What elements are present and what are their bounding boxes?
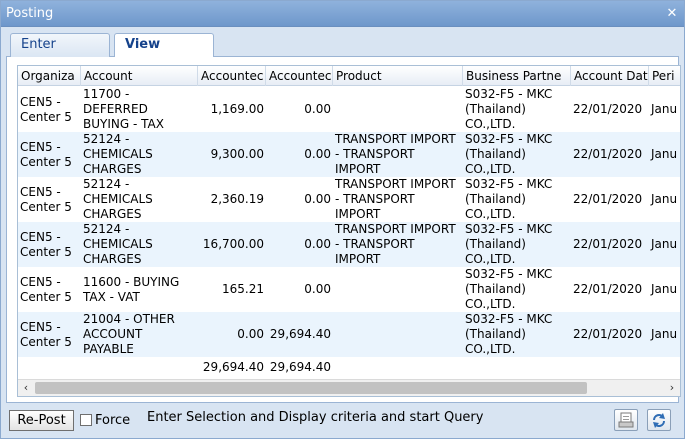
cell-period: Janu xyxy=(651,327,678,341)
cell-period: Janu xyxy=(651,192,678,206)
force-checkbox[interactable] xyxy=(80,414,92,426)
cell-period: Janu xyxy=(651,282,678,296)
column-header-account[interactable]: Account xyxy=(81,66,198,86)
close-icon[interactable]: ✕ xyxy=(666,6,678,21)
table-row[interactable]: CEN5 - Center 5 11600 - BUYING TAX - VAT… xyxy=(18,267,680,312)
column-header-product[interactable]: Product xyxy=(333,66,463,86)
cell-organization: CEN5 - Center 5 xyxy=(20,94,72,124)
cell-accounted-cr: 0.00 xyxy=(304,102,331,116)
cell-accounted-cr: 0.00 xyxy=(304,192,331,206)
repost-button[interactable]: Re-Post xyxy=(9,410,74,431)
cell-organization: CEN5 - Center 5 xyxy=(20,184,72,214)
column-header-period[interactable]: Peri xyxy=(649,66,680,86)
cell-account-date: 22/01/2020 xyxy=(573,327,643,341)
total-accounted-dr: 29,694.40 xyxy=(202,360,264,374)
cell-business-partner: S032-F5 - MKC (Thailand) CO.,LTD. xyxy=(465,267,553,311)
cell-period: Janu xyxy=(651,147,678,161)
total-accounted-cr: 29,694.40 xyxy=(269,360,331,374)
cell-product xyxy=(333,312,463,357)
cell-product xyxy=(333,267,463,312)
cell-product: TRANSPORT IMPORT - TRANSPORT IMPORT xyxy=(335,222,456,266)
cell-accounted-dr: 165.21 xyxy=(222,282,264,296)
cell-accounted-cr: 0.00 xyxy=(304,147,331,161)
scroll-right-icon[interactable]: › xyxy=(669,381,675,394)
export-button[interactable] xyxy=(614,409,638,431)
cell-account: 52124 - CHEMICALS CHARGES xyxy=(83,132,153,176)
cell-period: Janu xyxy=(651,237,678,251)
result-panel: Organiza Account Accountec Accountec Pro… xyxy=(6,57,681,403)
cell-account: 21004 - OTHER ACCOUNT PAYABLE xyxy=(83,312,175,356)
table-row[interactable]: CEN5 - Center 5 52124 - CHEMICALS CHARGE… xyxy=(18,132,680,177)
cell-organization: CEN5 - Center 5 xyxy=(20,274,72,304)
cell-organization: CEN5 - Center 5 xyxy=(20,229,72,259)
tab-strip: Enter Query View Result xyxy=(6,31,679,74)
table-row[interactable]: CEN5 - Center 5 52124 - CHEMICALS CHARGE… xyxy=(18,177,680,222)
cell-organization: CEN5 - Center 5 xyxy=(20,319,72,349)
cell-product: TRANSPORT IMPORT - TRANSPORT IMPORT xyxy=(335,132,456,176)
cell-account: 52124 - CHEMICALS CHARGES xyxy=(83,222,153,266)
cell-accounted-dr: 1,169.00 xyxy=(210,102,264,116)
window-title: Posting xyxy=(6,6,54,21)
column-header-organization[interactable]: Organiza xyxy=(18,66,81,86)
grid-header: Organiza Account Accountec Accountec Pro… xyxy=(18,66,680,86)
cell-business-partner: S032-F5 - MKC (Thailand) CO.,LTD. xyxy=(465,177,553,221)
cell-account-date: 22/01/2020 xyxy=(573,282,643,296)
cell-organization: CEN5 - Center 5 xyxy=(20,139,72,169)
cell-account: 11600 - BUYING TAX - VAT xyxy=(83,274,180,304)
cell-accounted-cr: 29,694.40 xyxy=(269,327,331,341)
cell-business-partner: S032-F5 - MKC (Thailand) CO.,LTD. xyxy=(465,222,553,266)
table-row[interactable]: CEN5 - Center 5 11700 - DEFERRED BUYING … xyxy=(18,87,680,132)
cell-account-date: 22/01/2020 xyxy=(573,102,643,116)
cell-accounted-cr: 0.00 xyxy=(304,282,331,296)
refresh-icon xyxy=(653,413,665,428)
tab-enter-query[interactable]: Enter Query xyxy=(10,33,110,74)
cell-account-date: 22/01/2020 xyxy=(573,147,643,161)
column-header-accounted-dr[interactable]: Accountec xyxy=(198,66,266,86)
title-bar: Posting ✕ xyxy=(1,1,684,27)
cell-accounted-dr: 2,360.19 xyxy=(210,192,264,206)
cell-product xyxy=(333,87,463,132)
cell-business-partner: S032-F5 - MKC (Thailand) CO.,LTD. xyxy=(465,312,553,356)
scrollbar-thumb[interactable] xyxy=(35,382,587,394)
horizontal-scrollbar[interactable]: ‹ › xyxy=(18,379,680,396)
column-header-business-partner[interactable]: Business Partne xyxy=(463,66,571,86)
table-row[interactable]: CEN5 - Center 5 52124 - CHEMICALS CHARGE… xyxy=(18,222,680,267)
totals-row: 29,694.40 29,694.40 xyxy=(18,357,680,377)
cell-product: TRANSPORT IMPORT - TRANSPORT IMPORT xyxy=(335,177,456,221)
cell-account: 52124 - CHEMICALS CHARGES xyxy=(83,177,153,221)
cell-business-partner: S032-F5 - MKC (Thailand) CO.,LTD. xyxy=(465,132,553,176)
status-bar: Re-Post Force Enter Selection and Displa… xyxy=(1,406,684,438)
cell-business-partner: S032-F5 - MKC (Thailand) CO.,LTD. xyxy=(465,87,553,131)
force-label: Force xyxy=(95,413,131,428)
cell-accounted-dr: 0.00 xyxy=(237,327,264,341)
refresh-button[interactable] xyxy=(647,409,671,431)
table-row[interactable]: CEN5 - Center 5 21004 - OTHER ACCOUNT PA… xyxy=(18,312,680,357)
cell-accounted-dr: 16,700.00 xyxy=(202,237,264,251)
tab-view-result[interactable]: View Result xyxy=(114,33,214,74)
cell-accounted-dr: 9,300.00 xyxy=(210,147,264,161)
cell-account: 11700 - DEFERRED BUYING - TAX xyxy=(83,87,164,131)
cell-period: Janu xyxy=(651,102,678,116)
cell-accounted-cr: 0.00 xyxy=(304,237,331,251)
scroll-left-icon[interactable]: ‹ xyxy=(23,381,29,394)
column-header-account-date[interactable]: Account Dat xyxy=(571,66,649,86)
status-message: Enter Selection and Display criteria and… xyxy=(147,410,484,425)
cell-account-date: 22/01/2020 xyxy=(573,237,643,251)
column-header-accounted-cr[interactable]: Accountec xyxy=(266,66,333,86)
export-icon xyxy=(618,412,634,428)
cell-account-date: 22/01/2020 xyxy=(573,192,643,206)
result-grid: Organiza Account Accountec Accountec Pro… xyxy=(17,65,681,397)
